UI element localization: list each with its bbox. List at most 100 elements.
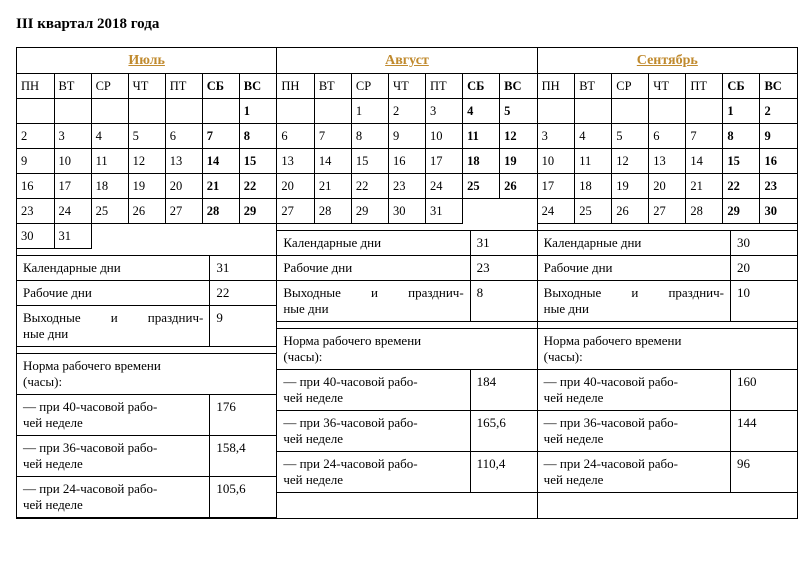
calendar-day: 26	[500, 174, 537, 199]
calendar-day: 11	[575, 149, 612, 174]
weekday-header: СБ	[463, 74, 500, 99]
calendar-day: 24	[426, 174, 463, 199]
weekday-header: СБ	[723, 74, 760, 99]
month-link[interactable]: Сентябрь	[637, 53, 698, 68]
stats-label: — при 36-часовой рабо-чей неделе	[277, 411, 470, 452]
calendar-day: 1	[239, 99, 276, 124]
calendar-day: 14	[314, 149, 351, 174]
calendar-day: 2	[17, 124, 54, 149]
weekday-header: ПТ	[426, 74, 463, 99]
calendar-day: 23	[388, 174, 425, 199]
calendar-day: 16	[760, 149, 797, 174]
stats-label: — при 40-часовой рабо-чей неделе	[277, 370, 470, 411]
stats-value: 9	[210, 306, 277, 347]
stats-label: — при 24-часовой рабо-чей неделе	[277, 452, 470, 493]
calendar-day: 28	[202, 199, 239, 224]
weekday-header: ПН	[538, 74, 575, 99]
stats-value: 22	[210, 281, 277, 306]
calendar-day: 27	[649, 199, 686, 224]
month-column: ИюльПНВТСРЧТПТСБВС1234567891011121314151…	[17, 48, 277, 518]
calendar-day: 28	[686, 199, 723, 224]
calendar-day: 25	[575, 199, 612, 224]
stats-label: Выходные и празднич-ные дни	[538, 281, 731, 322]
calendar-grid: ПНВТСРЧТПТСБВС12345678910111213141516171…	[17, 74, 276, 249]
calendar-day: 20	[649, 174, 686, 199]
calendar-day: 7	[202, 124, 239, 149]
stats-value: 160	[730, 370, 797, 411]
calendar-day: 11	[91, 149, 128, 174]
calendar-day: 17	[54, 174, 91, 199]
stats-value: 158,4	[210, 436, 277, 477]
weekday-header: СР	[351, 74, 388, 99]
weekday-header: СР	[612, 74, 649, 99]
calendar-day	[314, 99, 351, 124]
calendar-day: 20	[165, 174, 202, 199]
stats-value: 10	[730, 281, 797, 322]
month-link[interactable]: Июль	[128, 53, 165, 68]
weekday-header: ПН	[277, 74, 314, 99]
calendar-day: 27	[277, 199, 314, 224]
stats-value: 20	[730, 256, 797, 281]
calendar-day: 16	[17, 174, 54, 199]
stats-label: Норма рабочего времени(часы):	[538, 329, 797, 370]
calendar-day	[91, 224, 128, 249]
calendar-day	[575, 99, 612, 124]
weekday-header: СБ	[202, 74, 239, 99]
calendar-day	[202, 224, 239, 249]
calendar-day: 9	[760, 124, 797, 149]
weekday-header: ЧТ	[128, 74, 165, 99]
calendar-day: 6	[649, 124, 686, 149]
calendar-day: 25	[463, 174, 500, 199]
weekday-header: ВТ	[575, 74, 612, 99]
stats-value: 96	[730, 452, 797, 493]
calendar-day: 25	[91, 199, 128, 224]
calendar-day: 5	[500, 99, 537, 124]
calendar-day: 21	[314, 174, 351, 199]
stats-table: Календарные дни31Рабочие дни22Выходные и…	[17, 249, 276, 518]
weekday-header: ПТ	[686, 74, 723, 99]
calendar-day: 29	[351, 199, 388, 224]
calendar-day: 2	[760, 99, 797, 124]
month-column: СентябрьПНВТСРЧТПТСБВС123456789101112131…	[538, 48, 797, 518]
stats-value: 184	[470, 370, 537, 411]
calendar-day: 6	[277, 124, 314, 149]
calendar-day: 29	[239, 199, 276, 224]
calendar-day: 11	[463, 124, 500, 149]
calendar-day: 21	[202, 174, 239, 199]
calendar-day: 9	[388, 124, 425, 149]
calendar-day	[277, 99, 314, 124]
calendar-day: 19	[128, 174, 165, 199]
calendar-day: 22	[351, 174, 388, 199]
month-header: Сентябрь	[538, 48, 797, 74]
weekday-header: ПТ	[165, 74, 202, 99]
month-link[interactable]: Август	[385, 53, 429, 68]
calendar-day: 19	[612, 174, 649, 199]
stats-label: — при 40-часовой рабо-чей неделе	[17, 395, 210, 436]
calendar-day: 18	[91, 174, 128, 199]
calendar-day: 24	[54, 199, 91, 224]
stats-label: Календарные дни	[17, 256, 210, 281]
calendar-day: 1	[351, 99, 388, 124]
calendar-day	[54, 99, 91, 124]
calendar-day: 31	[54, 224, 91, 249]
calendar-day	[17, 99, 54, 124]
calendar-day: 23	[17, 199, 54, 224]
calendar-day: 7	[686, 124, 723, 149]
calendar-day: 17	[426, 149, 463, 174]
calendar-day: 28	[314, 199, 351, 224]
stats-value: 110,4	[470, 452, 537, 493]
calendar-day: 4	[575, 124, 612, 149]
month-column: АвгустПНВТСРЧТПТСБВС12345678910111213141…	[277, 48, 537, 518]
calendar-day: 13	[649, 149, 686, 174]
calendar-day: 15	[723, 149, 760, 174]
calendar-day	[649, 99, 686, 124]
weekday-header: ВС	[500, 74, 537, 99]
calendar-day: 6	[165, 124, 202, 149]
calendar-day: 5	[128, 124, 165, 149]
calendar-day: 23	[760, 174, 797, 199]
stats-label: Норма рабочего времени(часы):	[277, 329, 536, 370]
calendar-day: 17	[538, 174, 575, 199]
calendar-day	[538, 99, 575, 124]
calendar-day	[500, 199, 537, 224]
calendar-day: 13	[165, 149, 202, 174]
